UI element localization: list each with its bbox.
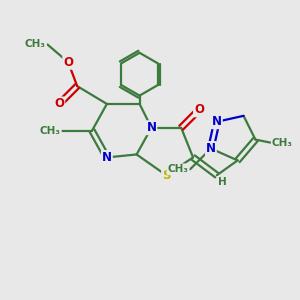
Text: O: O — [54, 98, 64, 110]
Text: N: N — [102, 151, 112, 164]
Text: H: H — [218, 177, 226, 187]
Text: N: N — [212, 115, 222, 128]
Text: O: O — [194, 103, 204, 116]
Text: N: N — [146, 121, 156, 134]
Text: CH₃: CH₃ — [168, 164, 189, 174]
Text: CH₃: CH₃ — [272, 138, 293, 148]
Text: N: N — [206, 142, 216, 155]
Text: CH₃: CH₃ — [25, 40, 46, 50]
Text: CH₃: CH₃ — [40, 126, 61, 136]
Text: O: O — [63, 56, 73, 69]
Text: S: S — [162, 169, 171, 182]
